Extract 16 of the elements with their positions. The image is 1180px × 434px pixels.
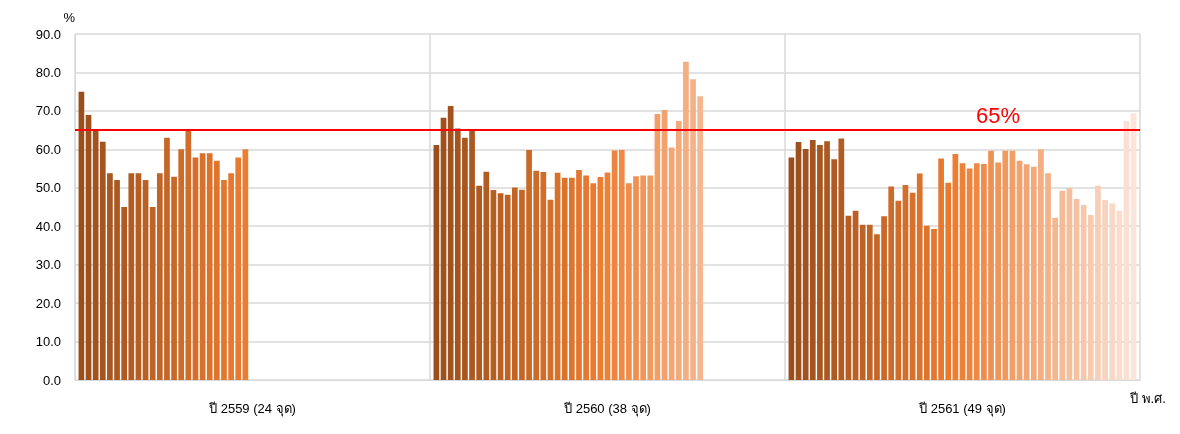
x-tick-label: ปี 2561 (49 จุด) [918, 401, 1006, 417]
x-tick-label: ปี 2560 (38 จุด) [563, 401, 651, 417]
y-tick-label: 60.0 [35, 141, 61, 157]
y-tick-label: 20.0 [35, 295, 61, 311]
y-tick-label: 0.0 [42, 372, 61, 388]
x-axis-title: ปี พ.ศ. [1129, 391, 1166, 406]
y-tick-label: 70.0 [35, 103, 61, 119]
y-axis-title: % [63, 10, 76, 25]
ref-line-label: 65% [975, 102, 1020, 128]
y-tick-label: 90.0 [35, 26, 61, 42]
y-tick-label: 50.0 [35, 180, 61, 196]
y-tick-label: 40.0 [35, 218, 61, 234]
y-tick-label: 10.0 [35, 334, 61, 350]
y-tick-label: 80.0 [35, 64, 61, 80]
x-tick-label: ปี 2559 (24 จุด) [208, 401, 296, 417]
y-tick-label: 30.0 [35, 257, 61, 273]
